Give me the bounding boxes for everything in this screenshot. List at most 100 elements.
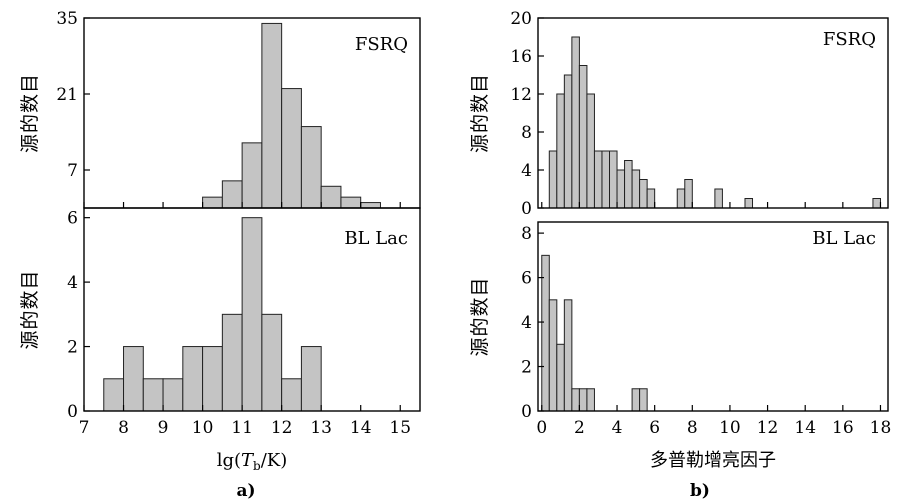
panel-label: BL Lac [812, 228, 876, 249]
bar [639, 179, 648, 209]
bar [631, 169, 641, 209]
bar [340, 196, 362, 209]
y-tick-label: 4 [521, 313, 532, 333]
y-tick-label: 16 [510, 47, 532, 67]
bar [221, 180, 243, 209]
bar [202, 196, 223, 209]
y-tick-label: 0 [521, 199, 532, 219]
bar [123, 346, 144, 412]
x-tick-label: 18 [870, 418, 892, 438]
bar [320, 185, 342, 209]
x-tick-label: 15 [389, 418, 411, 438]
bar [142, 378, 164, 412]
bar [563, 299, 573, 412]
bar [261, 22, 283, 209]
bar [281, 88, 302, 209]
panel-a-bottom: 0 2 4 6 7 8 9 10 11 12 13 14 15 BL Lac 源的数目 lg(Tb/K) [19, 207, 421, 473]
y-tick-label: 2 [521, 358, 532, 378]
x-tick-label: 14 [794, 418, 816, 438]
y-axis-title: 源的数目 [469, 73, 491, 153]
x-tick-label: 10 [719, 418, 741, 438]
y-tick-label: 2 [67, 338, 78, 358]
bar [571, 36, 580, 209]
bar [631, 388, 641, 412]
bar [676, 188, 686, 209]
subfigure-label-b: b) [690, 481, 710, 501]
x-tick-label: 0 [536, 418, 547, 438]
bar [593, 150, 603, 209]
x-tick-label: 13 [310, 418, 332, 438]
panel-a-top: 7 21 35 FSRQ 源的数目 [19, 9, 421, 209]
bar [578, 65, 588, 209]
bar [744, 198, 754, 209]
x-tick-label: 9 [158, 418, 169, 438]
bar [182, 346, 204, 412]
y-tick-label: 6 [67, 209, 78, 229]
bar [578, 388, 588, 412]
y-tick-label: 35 [56, 9, 78, 29]
bar [646, 188, 656, 209]
x-tick-label: 2 [574, 418, 585, 438]
y-tick-label: 4 [521, 161, 532, 181]
plot-frame [537, 221, 889, 412]
bar [360, 202, 381, 209]
x-tick-label: 12 [757, 418, 779, 438]
bar [714, 188, 723, 209]
bar [103, 378, 125, 412]
bar [221, 313, 243, 412]
panel-label: BL Lac [344, 228, 408, 249]
panels: 7 21 35 FSRQ 源的数目 0 2 4 6 7 8 9 10 11 12 13 14 15 BL Lac 源的… [19, 9, 891, 473]
bar [616, 169, 626, 209]
bar [241, 217, 263, 412]
y-tick-label: 0 [67, 402, 78, 422]
y-tick-label: 7 [67, 161, 78, 181]
y-tick-label: 0 [521, 402, 532, 422]
x-tick-label: 16 [832, 418, 854, 438]
y-tick-label: 8 [521, 123, 532, 143]
y-tick-label: 4 [67, 273, 78, 293]
x-tick-label: 6 [649, 418, 660, 438]
bar [571, 388, 580, 412]
bar [541, 254, 550, 412]
x-tick-label: 12 [271, 418, 293, 438]
bar [241, 142, 263, 209]
y-tick-label: 20 [510, 9, 532, 29]
bar [601, 150, 611, 209]
y-axis-title: 源的数目 [19, 269, 41, 349]
bar [202, 346, 223, 412]
bar [261, 313, 283, 412]
bar [609, 150, 618, 209]
x-axis-title: lg(Tb/K) [217, 450, 288, 473]
x-tick-label: 8 [687, 418, 698, 438]
plot-frame [83, 207, 421, 412]
x-axis-title: 多普勒增亮因子 [650, 450, 776, 471]
bar [300, 346, 322, 412]
x-tick-label: 7 [79, 418, 90, 438]
bar [548, 299, 558, 412]
y-axis-title: 源的数目 [469, 276, 491, 356]
subfigure-label-a: a) [236, 481, 255, 501]
bar [639, 388, 648, 412]
y-axis-title: 源的数目 [19, 73, 41, 153]
bar [281, 378, 302, 412]
bar [563, 74, 573, 209]
bar [556, 93, 565, 209]
x-tick-label: 10 [192, 418, 214, 438]
y-tick-label: 6 [521, 269, 532, 289]
bar [624, 160, 633, 209]
panel-label: FSRQ [823, 29, 876, 50]
y-tick-label: 8 [521, 224, 532, 244]
bar [684, 179, 693, 209]
panel-b-top: 0 4 8 12 16 20 FSRQ 源的数目 [469, 9, 889, 219]
plot-frame [537, 17, 889, 209]
y-tick-label: 12 [510, 85, 532, 105]
bar [872, 198, 881, 209]
bar [162, 378, 184, 412]
bar [548, 150, 558, 209]
y-tick-label: 21 [56, 85, 78, 105]
x-tick-label: 4 [612, 418, 623, 438]
x-tick-label: 14 [350, 418, 372, 438]
x-tick-label: 11 [231, 418, 253, 438]
